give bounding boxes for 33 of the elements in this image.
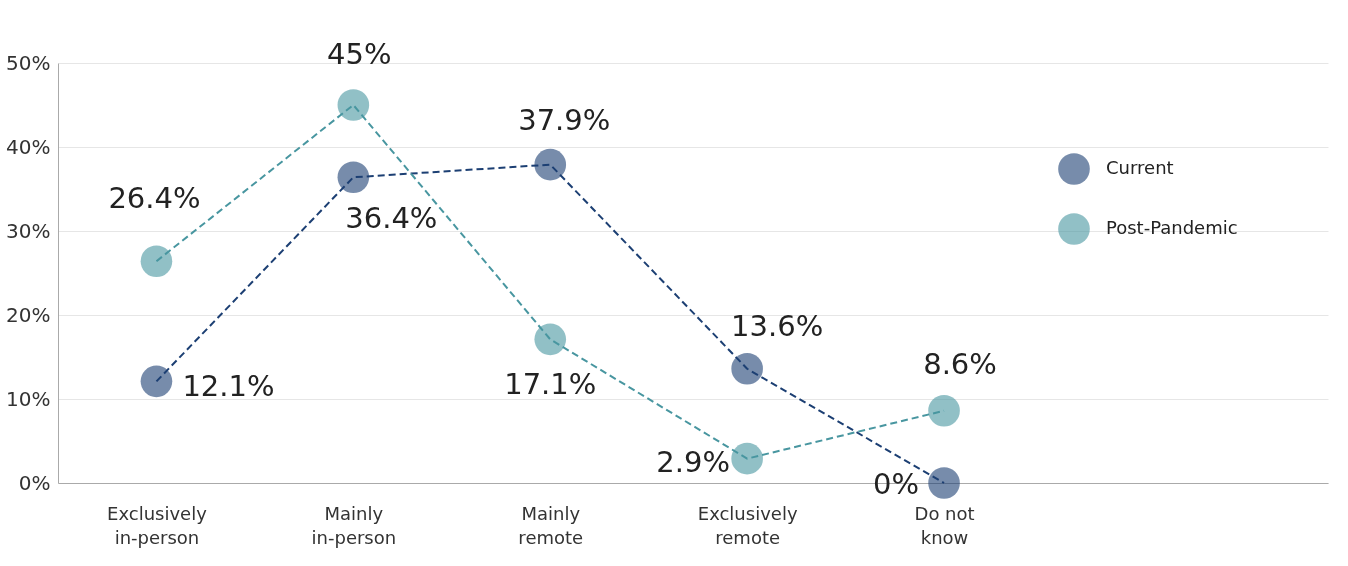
point [140, 245, 173, 278]
x-tick-label: Mainly remote [518, 502, 584, 548]
y-tick-label: 0% [18, 470, 51, 495]
x-tick-label: Exclusively remote [697, 502, 798, 548]
y-tick-label: 20% [6, 302, 51, 327]
point [731, 442, 763, 475]
point [140, 365, 173, 398]
point [337, 161, 370, 194]
point [337, 89, 370, 121]
data-label: 37.9% [518, 102, 611, 137]
data-label: 45% [327, 37, 392, 71]
y-tick-label: 30% [6, 218, 51, 243]
y-tick-label: 40% [6, 134, 51, 159]
point [731, 352, 763, 385]
data-label: 26.4% [108, 181, 201, 216]
point [534, 148, 567, 181]
legend-label: Post-Pandemic [1106, 217, 1238, 238]
y-tick-label: 50% [6, 50, 51, 75]
data-label: 13.6% [731, 308, 824, 343]
data-label: 17.1% [504, 367, 597, 402]
point [534, 323, 567, 356]
point [928, 394, 960, 427]
data-label: 12.1% [182, 369, 275, 404]
x-tick-label: Exclusively in-person [107, 502, 208, 548]
data-label: 2.9% [656, 444, 730, 479]
legend-label: Current [1106, 157, 1174, 178]
point [928, 467, 960, 499]
data-label: 36.4% [345, 201, 438, 236]
y-tick-label: 10% [6, 386, 51, 411]
x-tick-label: Mainly in-person [311, 502, 397, 548]
data-label: 0% [873, 467, 920, 501]
data-label: 8.6% [923, 346, 997, 381]
x-tick-label: Do not know [914, 502, 975, 548]
